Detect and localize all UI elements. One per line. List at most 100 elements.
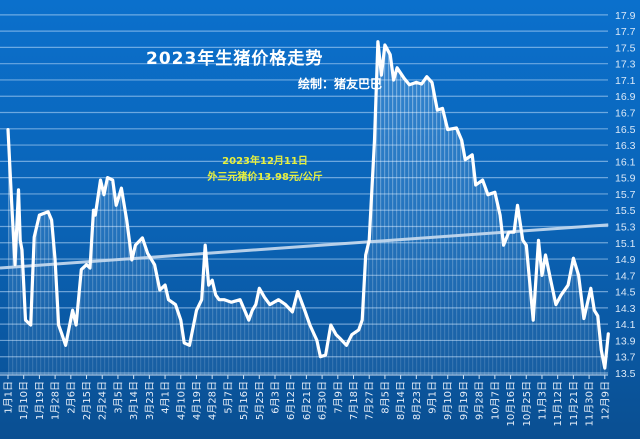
- price-point: [436, 109, 439, 111]
- price-point: [345, 344, 348, 347]
- price-point: [218, 298, 220, 301]
- y-tick-label: 13.7: [615, 352, 636, 364]
- price-point: [338, 337, 341, 339]
- x-tick-label: 2月24日: [97, 381, 109, 420]
- price-point: [593, 309, 596, 312]
- y-tick-label: 16.1: [615, 156, 636, 168]
- price-point: [583, 317, 585, 320]
- price-point: [284, 303, 287, 306]
- price-point: [330, 324, 332, 326]
- price-point: [14, 263, 16, 266]
- price-point: [607, 333, 610, 335]
- price-point: [50, 219, 53, 221]
- price-point: [350, 333, 353, 336]
- x-tick-label: 10月16日: [505, 381, 517, 426]
- price-point: [455, 127, 458, 129]
- x-tick-label: 12月9日: [599, 381, 611, 420]
- price-point: [441, 107, 444, 110]
- x-tick-label: 1月28日: [50, 381, 62, 420]
- price-point: [532, 319, 535, 321]
- price-point: [303, 309, 306, 312]
- price-point: [389, 53, 391, 56]
- price-point: [54, 259, 56, 261]
- x-tick-label: 4月19日: [191, 381, 203, 420]
- price-point: [268, 303, 271, 306]
- price-point: [106, 176, 109, 179]
- price-point: [577, 274, 580, 277]
- price-point: [426, 75, 428, 78]
- price-point: [572, 257, 575, 260]
- price-point: [541, 274, 543, 277]
- price-point: [7, 128, 9, 131]
- price-point: [174, 303, 177, 306]
- price-point: [319, 355, 322, 358]
- price-point: [525, 244, 528, 247]
- x-tick-label: 7月18日: [348, 381, 360, 420]
- price-point: [33, 236, 35, 238]
- price-point: [590, 287, 592, 290]
- price-point: [120, 187, 123, 190]
- price-line: [6, 40, 610, 370]
- y-tick-label: 17.1: [615, 75, 636, 87]
- price-point: [251, 309, 254, 312]
- x-tick-label: 6月3日: [269, 381, 281, 414]
- price-point: [277, 298, 280, 301]
- x-tick-label: 4月28日: [207, 381, 219, 420]
- price-point: [544, 254, 547, 256]
- trend-line: [0, 223, 609, 270]
- price-point: [211, 279, 213, 282]
- price-point: [364, 254, 367, 256]
- price-point: [61, 333, 63, 336]
- price-point: [230, 301, 233, 303]
- price-point: [188, 344, 191, 347]
- x-tick-label: 8月5日: [379, 381, 391, 414]
- price-point: [80, 268, 83, 271]
- x-tick-label: 6月21日: [301, 381, 313, 420]
- price-point: [204, 244, 206, 247]
- price-point: [99, 179, 102, 181]
- x-tick-label: 5月16日: [238, 381, 250, 420]
- price-point: [481, 179, 484, 181]
- price-point: [499, 214, 501, 216]
- price-point: [47, 211, 49, 213]
- x-tick-label: 11月21日: [568, 381, 580, 426]
- price-point: [464, 158, 466, 161]
- x-tick-label: 1月10日: [18, 381, 30, 420]
- y-tick-label: 17.9: [615, 10, 636, 22]
- y-tick-label: 17.7: [615, 26, 636, 38]
- x-tick-label: 4月10日: [175, 381, 187, 420]
- price-point: [19, 239, 22, 242]
- x-tick-label: 5月25日: [254, 381, 266, 420]
- price-point: [431, 81, 433, 84]
- price-point: [508, 231, 510, 233]
- price-point: [223, 298, 226, 301]
- x-tick-label: 8月23日: [411, 381, 423, 420]
- y-tick-label: 14.9: [615, 254, 636, 266]
- price-point: [17, 189, 20, 191]
- price-point: [57, 324, 60, 326]
- price-point: [446, 128, 449, 131]
- price-point: [403, 77, 405, 80]
- price-point: [392, 79, 395, 81]
- price-point: [71, 309, 74, 312]
- price-point: [179, 319, 182, 321]
- price-point: [316, 339, 318, 342]
- annotation-date: 2023年12月11日: [222, 156, 308, 167]
- price-point: [207, 284, 210, 286]
- price-point: [94, 214, 97, 216]
- price-point: [125, 219, 128, 221]
- price-point: [75, 324, 77, 326]
- x-tick-label: 3月14日: [128, 381, 140, 420]
- price-point: [29, 324, 32, 326]
- x-tick-label: 6月12日: [285, 381, 297, 420]
- price-point: [85, 263, 88, 266]
- x-tick-label: 2月6日: [65, 381, 77, 414]
- price-point: [380, 74, 383, 76]
- price-point: [239, 298, 241, 301]
- price-point: [92, 209, 95, 211]
- price-point: [324, 354, 327, 356]
- price-point: [396, 66, 398, 69]
- price-point: [460, 139, 463, 141]
- x-tick-label: 9月10日: [442, 381, 454, 420]
